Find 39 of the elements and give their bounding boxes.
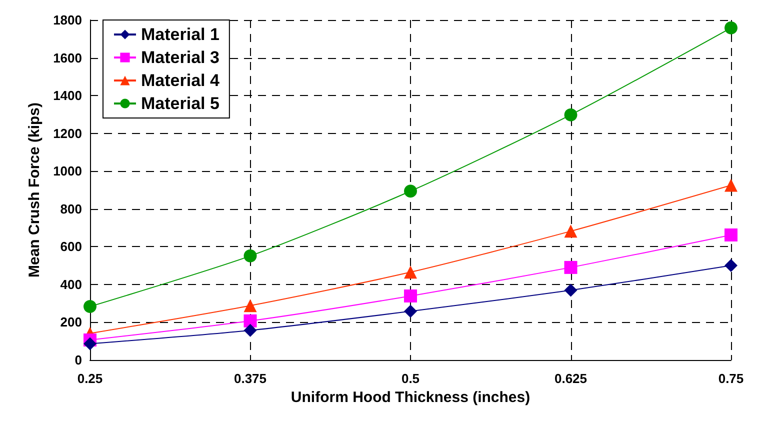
point [404, 304, 417, 318]
point [564, 260, 578, 274]
point [244, 299, 257, 312]
y-tick-label: 1000 [53, 164, 82, 179]
y-tick-label: 1400 [53, 88, 82, 104]
x-tick-label: 0.375 [234, 371, 267, 386]
y-tick-label: 400 [60, 276, 82, 292]
y-tick-label: 800 [60, 201, 82, 216]
point [724, 178, 738, 192]
y-tick-label: 1600 [53, 50, 82, 66]
point [724, 259, 738, 272]
legend-label: Material 4 [141, 71, 220, 90]
x-axis-title: Uniform Hood Thickness (inches) [290, 389, 530, 406]
point [404, 266, 417, 279]
point [84, 300, 96, 314]
y-tick-label: 1800 [53, 12, 82, 28]
point [244, 249, 257, 262]
y-axis-title: Mean Crush Force (kips) [26, 102, 43, 278]
point [564, 108, 578, 122]
legend-label: Material 3 [141, 48, 220, 67]
point [84, 337, 96, 350]
x-tick-label: 0.5 [401, 371, 420, 386]
x-tick-label: 0.25 [77, 371, 103, 386]
y-tick-label: 1200 [53, 126, 82, 141]
legend-label: Material 5 [141, 94, 220, 113]
legend-label: Material 1 [141, 25, 220, 44]
y-tick-label: 600 [60, 239, 82, 254]
point [244, 324, 257, 337]
y-tick-label: 200 [60, 314, 82, 330]
point [244, 314, 257, 328]
y-tick-label: 0 [74, 352, 82, 368]
point [724, 21, 738, 34]
point [724, 228, 738, 242]
point [404, 184, 417, 198]
point [564, 284, 578, 297]
x-tick-label: 0.625 [554, 371, 588, 386]
point [564, 224, 578, 238]
point [404, 289, 417, 302]
x-tick-label: 0.75 [718, 371, 744, 386]
